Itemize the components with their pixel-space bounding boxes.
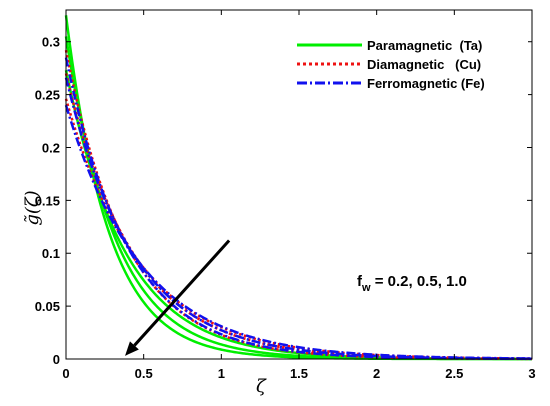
x-tick-label: 0.5 bbox=[135, 366, 153, 381]
legend-label-ferromagnetic: Ferromagnetic (Fe) bbox=[367, 76, 485, 91]
x-tick-label: 2.5 bbox=[445, 366, 463, 381]
fw-annotation-base: f bbox=[357, 273, 363, 290]
x-tick-label: 0 bbox=[62, 366, 69, 381]
x-axis-label: ζ bbox=[256, 376, 267, 397]
trend-arrow-shaft bbox=[133, 239, 231, 347]
x-tick-label: 1.5 bbox=[290, 366, 308, 381]
fw-annotation-sub: w bbox=[361, 282, 371, 294]
fw-annotation: fw = 0.2, 0.5, 1.0 bbox=[357, 273, 467, 294]
y-tick-label: 0 bbox=[53, 352, 60, 367]
y-tick-label: 0.25 bbox=[35, 88, 60, 103]
legend-label-paramagnetic: Paramagnetic (Ta) bbox=[367, 38, 482, 53]
y-tick-label: 0.1 bbox=[42, 246, 60, 261]
y-axis-label: g̃(ζ) bbox=[22, 190, 43, 225]
fw-annotation-values: = 0.2, 0.5, 1.0 bbox=[371, 273, 467, 290]
legend-label-diamagnetic: Diamagnetic (Cu) bbox=[367, 57, 481, 72]
legend-box bbox=[286, 32, 528, 96]
trend-arrow-head bbox=[125, 341, 139, 356]
y-tick-label: 0.2 bbox=[42, 140, 60, 155]
trend-arrow bbox=[125, 239, 231, 356]
y-tick-label: 0.15 bbox=[35, 193, 60, 208]
ticks-group: 0 0.5 1 1.5 2 2.5 3 0 0.05 0.1 0.15 0.2 0.25 0.3 bbox=[35, 10, 536, 381]
y-tick-label: 0.05 bbox=[35, 299, 60, 314]
curve-diamagnetic-fw-0.2 bbox=[64, 49, 532, 361]
x-tick-label: 3 bbox=[528, 366, 535, 381]
y-tick-label: 0.3 bbox=[42, 35, 60, 50]
legend: Paramagnetic (Ta) Diamagnetic (Cu) Ferro… bbox=[286, 32, 528, 96]
x-tick-label: 1 bbox=[218, 366, 225, 381]
x-tick-label: 2 bbox=[373, 366, 380, 381]
